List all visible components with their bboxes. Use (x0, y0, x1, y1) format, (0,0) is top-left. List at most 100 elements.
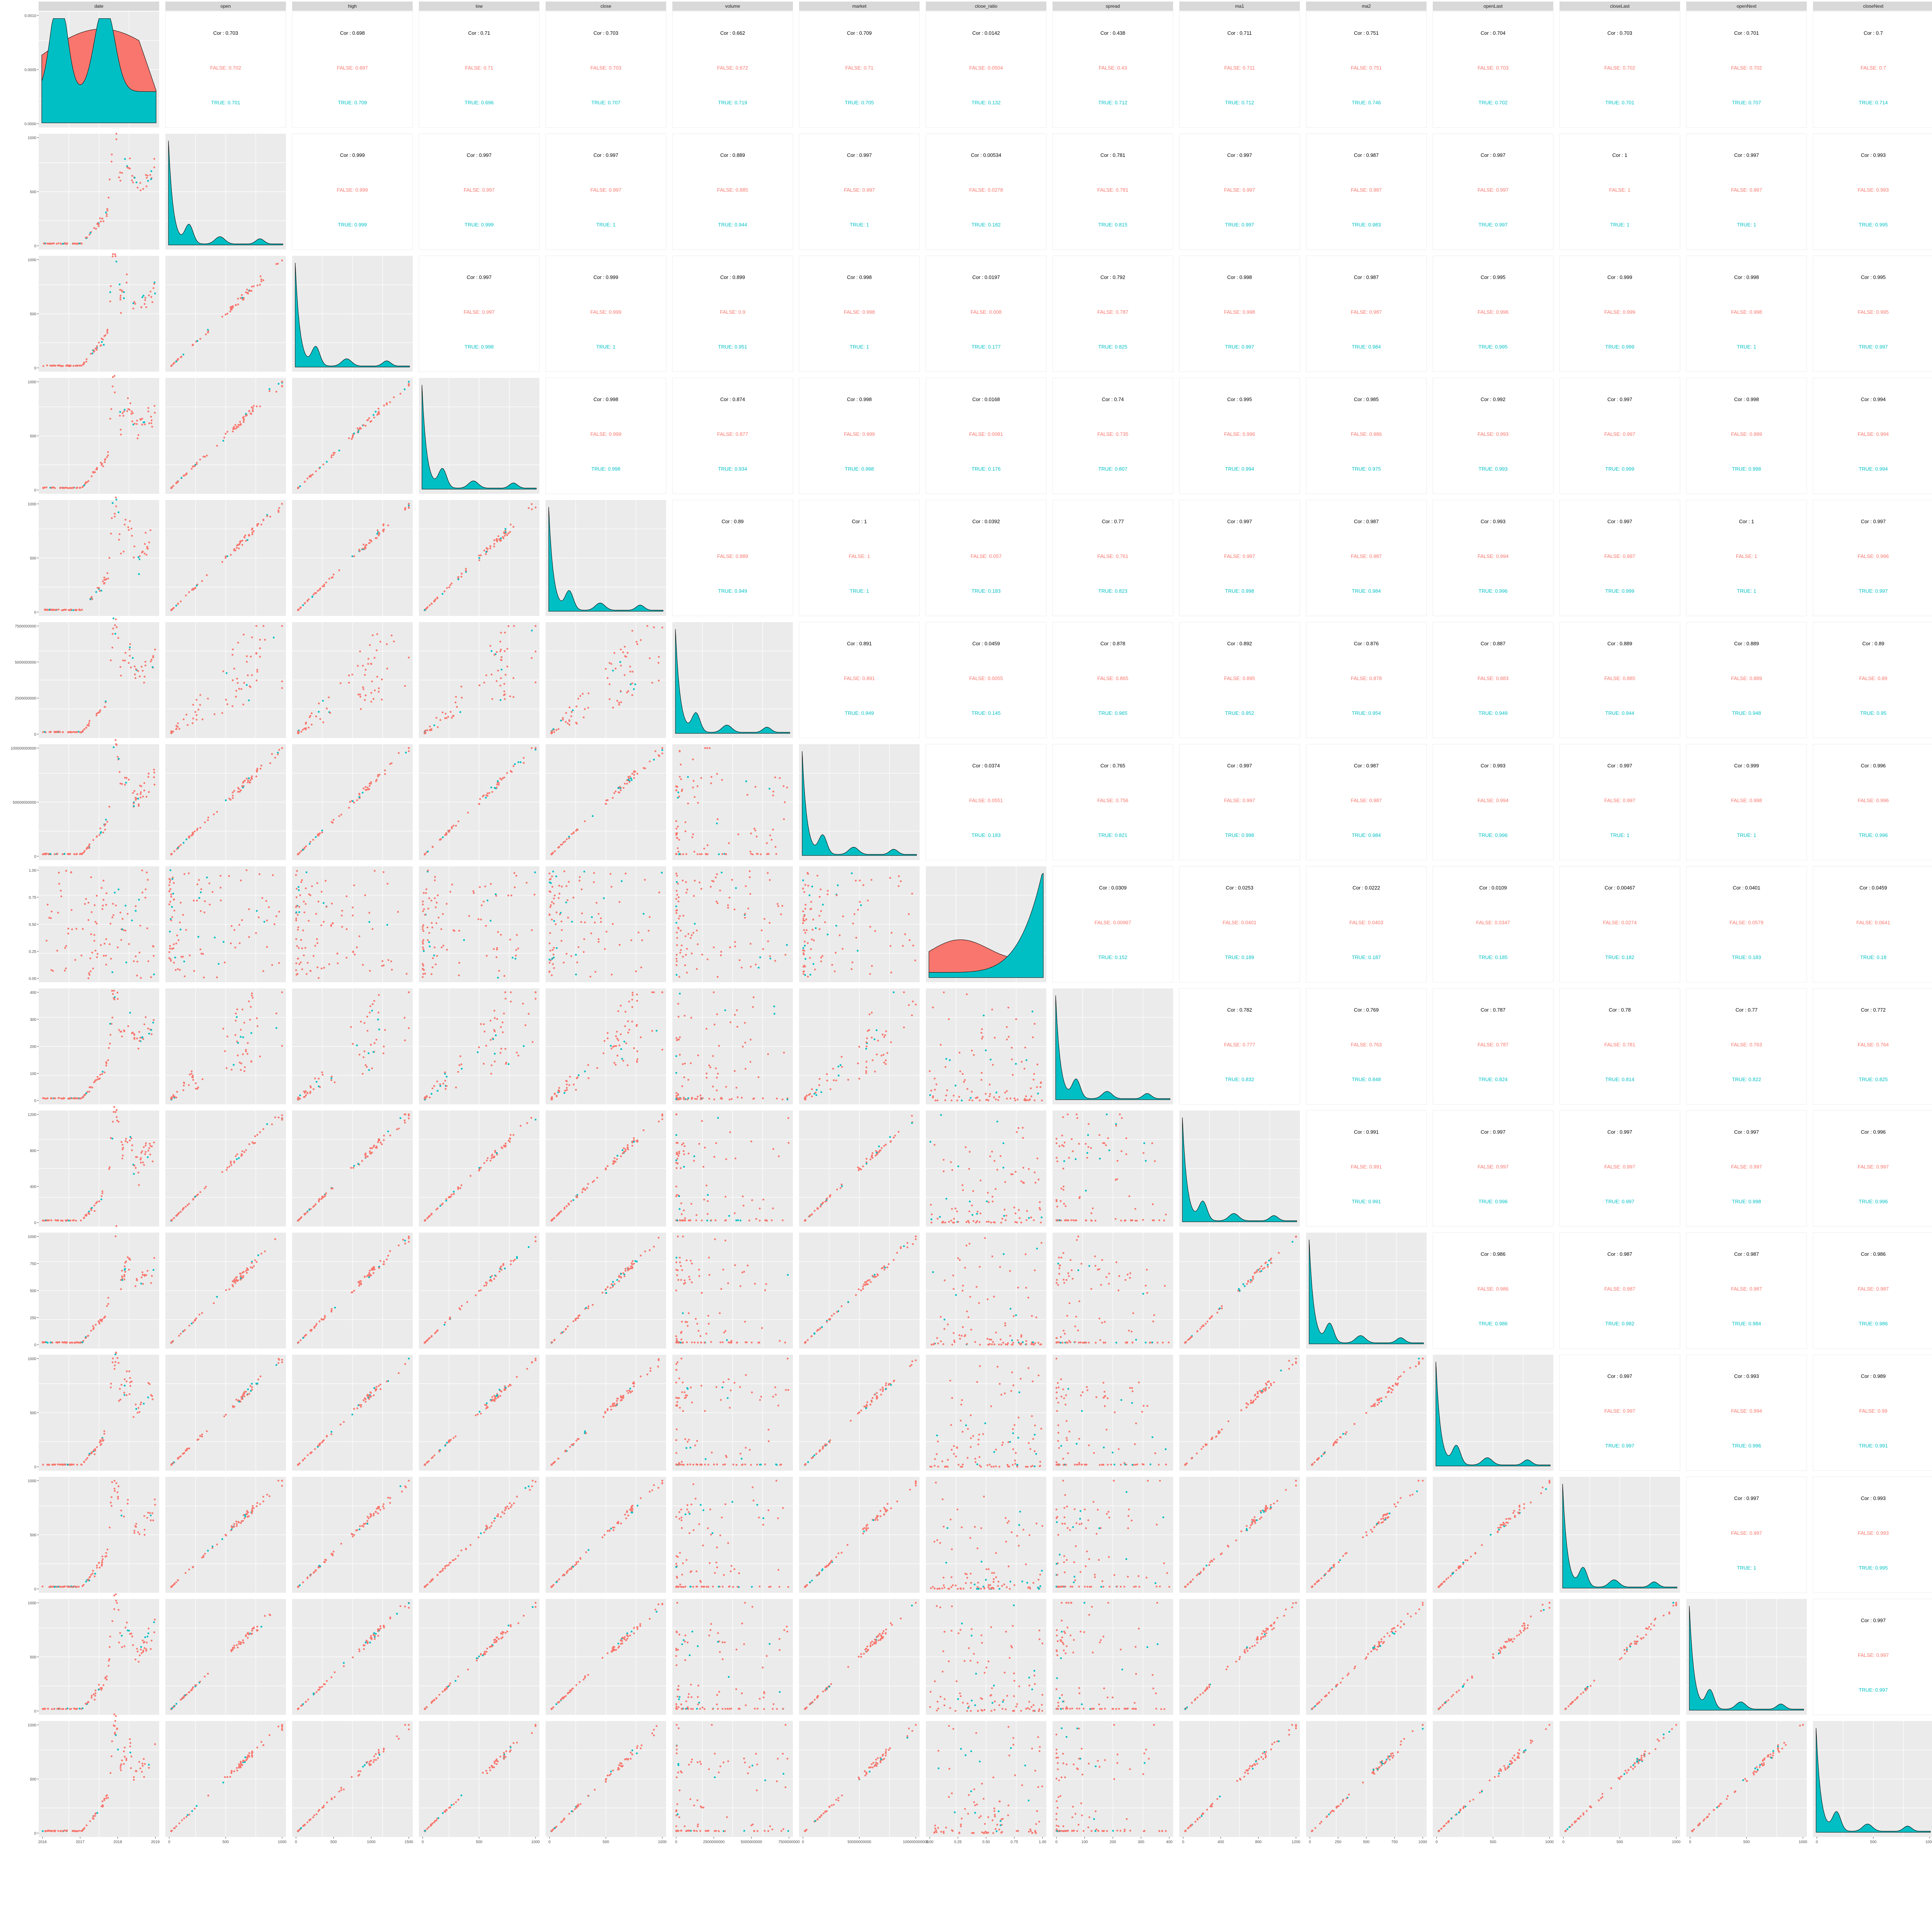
point-false (422, 928, 424, 930)
point-false (786, 786, 788, 789)
point-false (366, 1030, 369, 1032)
point-false (296, 974, 298, 976)
point-false (364, 1064, 367, 1066)
point-false (52, 970, 54, 972)
point-false (570, 955, 572, 957)
panel-market-market (799, 744, 920, 860)
point-false (188, 836, 190, 838)
point-false (372, 1003, 374, 1005)
point-false (345, 895, 348, 897)
point-false (490, 1064, 493, 1066)
point-false (185, 714, 187, 716)
point-false (57, 912, 59, 914)
cor-true: TRUE: 0.995 (1478, 344, 1507, 350)
cor-false: FALSE: 0.761 (1097, 553, 1128, 559)
point-false (47, 853, 49, 855)
point-false (636, 993, 638, 996)
point-false (734, 1014, 736, 1016)
point-false (512, 765, 515, 767)
cor-true: TRUE: 0.999 (1605, 588, 1634, 594)
y-tick-label: 0.50 (29, 923, 37, 927)
point-false (249, 412, 252, 415)
cor-false: FALSE: 0.877 (717, 431, 748, 437)
point-false (130, 666, 132, 668)
point-false (194, 711, 196, 713)
point-false (770, 838, 773, 841)
cor-overall: Cor : 0.71 (468, 30, 490, 36)
point-false (88, 974, 91, 976)
point-false (852, 922, 854, 925)
point-false (677, 1015, 680, 1018)
point-false (435, 901, 438, 904)
point-true (154, 293, 156, 294)
point-false (170, 960, 172, 962)
point-false (237, 298, 239, 300)
point-false (331, 454, 333, 456)
column-strip (1560, 2, 1680, 11)
point-false (88, 843, 91, 845)
point-false (85, 898, 87, 900)
point-false (231, 654, 234, 656)
point-false (97, 1076, 99, 1078)
point-false (253, 285, 255, 287)
point-false (247, 781, 249, 783)
point-false (807, 976, 809, 978)
point-false (483, 1031, 486, 1032)
point-false (188, 1084, 190, 1086)
cor-overall: Cor : 0.876 (1354, 641, 1379, 646)
point-false (202, 953, 204, 955)
point-false (251, 674, 253, 676)
point-false (431, 922, 433, 924)
point-false (531, 747, 533, 749)
point-false (552, 949, 554, 951)
point-false (175, 1097, 177, 1099)
point-false (460, 576, 463, 578)
cor-false: FALSE: 0.7 (1861, 65, 1886, 71)
point-false (250, 1006, 252, 1008)
point-false (457, 1071, 459, 1073)
point-false (127, 397, 129, 399)
point-false (248, 410, 250, 412)
point-false (259, 647, 261, 650)
point-true (100, 590, 102, 592)
point-false (372, 634, 374, 636)
point-false (113, 375, 116, 377)
point-false (855, 937, 857, 939)
point-false (46, 940, 48, 942)
point-false (378, 774, 381, 776)
point-false (92, 968, 94, 969)
point-false (192, 722, 194, 724)
point-false (60, 486, 62, 489)
point-false (677, 847, 679, 849)
cor-true: TRUE: 0.934 (718, 466, 747, 472)
point-false (153, 1019, 155, 1021)
point-false (262, 279, 264, 281)
point-false (130, 527, 133, 530)
point-false (651, 1030, 653, 1032)
cor-true: TRUE: 0.183 (971, 832, 1000, 838)
point-false (422, 976, 424, 978)
cor-overall: Cor : 0.889 (1607, 641, 1632, 646)
point-false (554, 923, 557, 925)
cor-false: FALSE: 0.885 (717, 187, 748, 193)
point-true (100, 831, 102, 833)
point-false (243, 419, 245, 421)
point-false (850, 968, 853, 970)
point-false (820, 888, 822, 891)
point-false (738, 959, 741, 961)
point-false (121, 1036, 123, 1037)
point-false (232, 797, 234, 799)
point-true (321, 829, 323, 832)
point-false (449, 711, 452, 713)
point-false (499, 540, 501, 542)
point-false (600, 921, 602, 923)
point-false (423, 908, 425, 910)
point-false (611, 886, 612, 888)
point-false (57, 364, 59, 367)
point-false (320, 968, 323, 969)
cor-false: FALSE: 0.00967 (1095, 920, 1131, 925)
point-false (587, 1077, 590, 1079)
